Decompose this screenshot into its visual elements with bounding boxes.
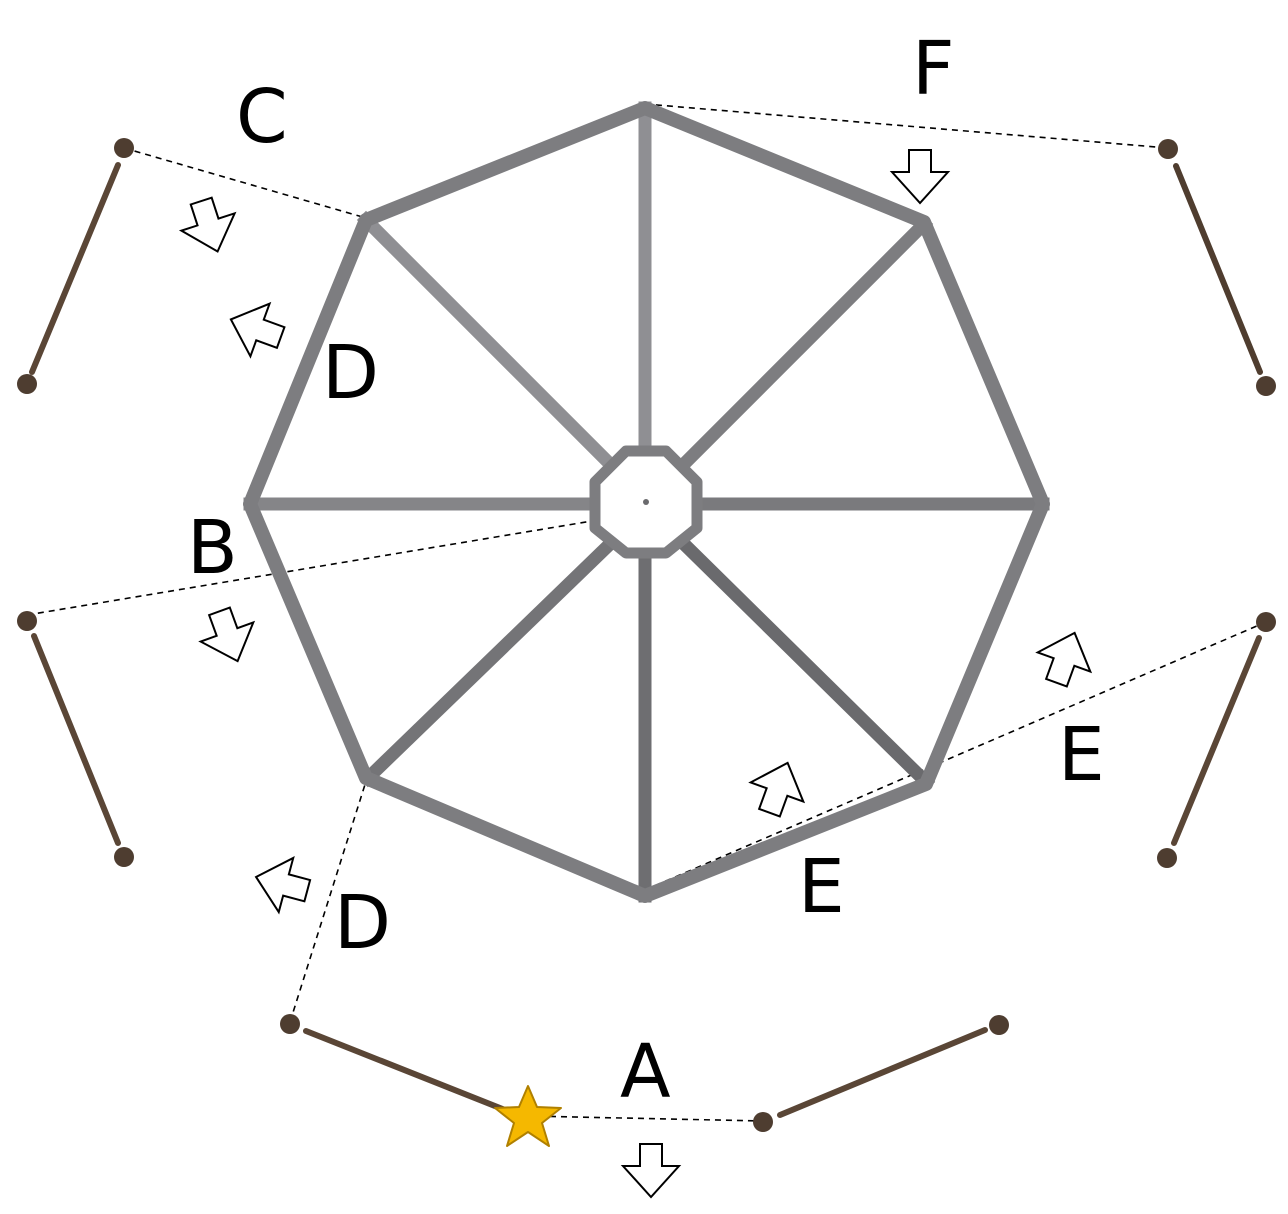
- post-dot: [989, 1015, 1009, 1035]
- post-dot: [17, 374, 37, 394]
- labels: C F D B E E D A: [187, 26, 1105, 1115]
- post-segment-bottom-left: [280, 1014, 513, 1115]
- arrow-icon: [891, 149, 949, 204]
- guide-b: [26, 519, 599, 616]
- label-b: B: [187, 505, 238, 591]
- octagon-outer-ring: [243, 101, 1050, 903]
- label-a: A: [620, 1029, 671, 1115]
- post-dot: [280, 1014, 300, 1034]
- label-f: F: [912, 26, 955, 112]
- post-segment-upper-right: [1158, 139, 1276, 396]
- octagon-frame: [243, 101, 1050, 903]
- label-d-lower: D: [334, 880, 391, 966]
- spoke-bottom-right: [674, 534, 936, 792]
- label-e-inner: E: [798, 844, 845, 930]
- label-d-upper: D: [322, 330, 379, 416]
- arrow-icon: [173, 191, 246, 262]
- wall-posts: [17, 138, 1276, 1132]
- arrow-icon: [192, 600, 265, 672]
- guide-a: [527, 1115, 764, 1122]
- post-dot: [114, 847, 134, 867]
- post-segment-bottom-right: [753, 1015, 1009, 1132]
- arrow-icon: [247, 848, 316, 919]
- star-icon: [494, 1085, 562, 1147]
- post-dot: [1256, 376, 1276, 396]
- post-segment-lower-right: [1157, 612, 1276, 868]
- label-e-outer: E: [1058, 712, 1105, 798]
- post-dot: [1256, 612, 1276, 632]
- post-segment-lower-left: [17, 611, 134, 867]
- center-point: [643, 499, 649, 505]
- spoke-bottom-left: [358, 534, 620, 788]
- guide-e-outer: [644, 621, 1267, 891]
- guide-c: [123, 147, 367, 219]
- arrow-icon: [1029, 622, 1102, 694]
- post-dot: [17, 611, 37, 631]
- spoke-top-left: [356, 210, 620, 474]
- post-dot: [114, 138, 134, 158]
- arrow-icon: [742, 752, 815, 824]
- center-hub-inner: [606, 462, 685, 543]
- post-dot: [1157, 848, 1177, 868]
- post-dot: [753, 1112, 773, 1132]
- post-dot: [1158, 139, 1178, 159]
- arrow-icon: [622, 1143, 680, 1198]
- post-segment-upper-left: [17, 138, 134, 394]
- label-c: C: [236, 74, 288, 160]
- arrow-icon: [220, 292, 292, 365]
- spoke-top-right: [674, 214, 934, 474]
